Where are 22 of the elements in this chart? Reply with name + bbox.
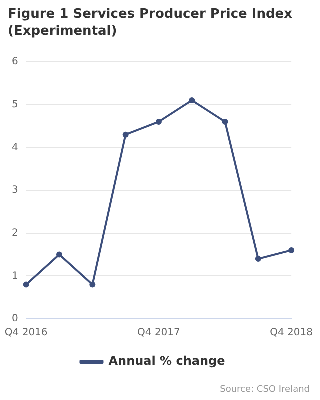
y-tick-label: 0 <box>12 314 18 325</box>
y-tick-label: 5 <box>12 99 18 110</box>
y-tick-label: 4 <box>12 142 18 154</box>
source-note: Source: CSO Ireland <box>220 385 310 395</box>
y-tick-label: 3 <box>12 185 18 196</box>
x-tick-label: Q4 2018 <box>270 328 314 339</box>
point <box>156 118 162 125</box>
point <box>23 282 30 288</box>
chart-title: Figure 1 Services Producer Price Index (Experimental) <box>8 6 294 40</box>
y-tick-label: 2 <box>12 228 18 239</box>
x-tick-label: Q4 2017 <box>138 328 180 339</box>
point <box>288 247 295 254</box>
x-tick-label: Q4 2016 <box>4 328 48 339</box>
y-tick-label: 6 <box>12 56 18 68</box>
point <box>189 98 196 104</box>
y-tick-label: 1 <box>12 270 18 282</box>
point <box>90 282 96 288</box>
legend-label: Annual % change <box>108 354 226 368</box>
point <box>56 252 63 258</box>
point <box>122 132 129 138</box>
point <box>255 256 262 262</box>
point <box>222 118 228 125</box>
